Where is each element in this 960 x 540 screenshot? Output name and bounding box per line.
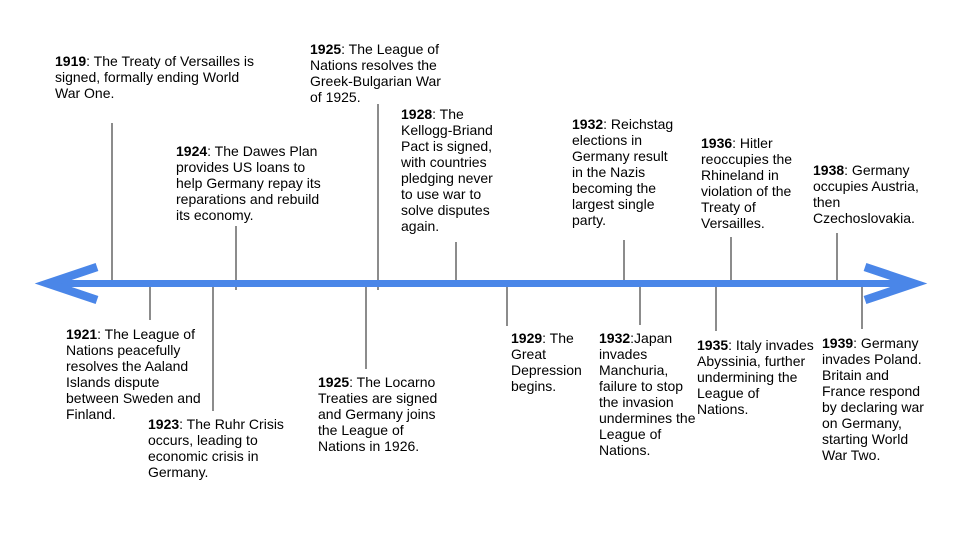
event-text: : The Great Depression begins. bbox=[511, 330, 582, 394]
event-year: 1938 bbox=[813, 162, 845, 178]
event-text: : The Dawes Plan provides US loans to he… bbox=[176, 143, 321, 223]
event-text: : The League of Nations peacefully resol… bbox=[66, 326, 201, 422]
event-1925-greek-bulgarian: 1925: The League of Nations resolves the… bbox=[310, 41, 447, 105]
event-year: 1925 bbox=[318, 374, 350, 390]
event-year: 1925 bbox=[310, 41, 342, 57]
event-year: 1935 bbox=[697, 337, 729, 353]
event-text: : The Treaty of Versailles is signed, fo… bbox=[55, 53, 254, 101]
event-text: : Hitler reoccupies the Rhineland in vio… bbox=[701, 135, 793, 231]
event-1928-kellogg-briand: 1928: The Kellogg-Briand Pact is signed,… bbox=[401, 106, 500, 234]
event-year: 1921 bbox=[66, 326, 98, 342]
event-1925-locarno: 1925: The Locarno Treaties are signed an… bbox=[318, 374, 448, 454]
event-1924-dawes-plan: 1924: The Dawes Plan provides US loans t… bbox=[176, 143, 328, 223]
event-year: 1939 bbox=[822, 335, 854, 351]
event-1921-aaland-islands: 1921: The League of Nations peacefully r… bbox=[66, 326, 208, 422]
event-year: 1932 bbox=[572, 116, 604, 132]
event-year: 1929 bbox=[511, 330, 543, 346]
event-text: :Japan invades Manchuria, failure to sto… bbox=[599, 330, 696, 458]
timeline-right-arrowhead-icon bbox=[863, 262, 928, 305]
event-text: : The Kellogg-Briand Pact is signed, wit… bbox=[401, 106, 493, 234]
event-1929-great-depression: 1929: The Great Depression begins. bbox=[511, 330, 591, 394]
event-year: 1919 bbox=[55, 53, 87, 69]
event-year: 1936 bbox=[701, 135, 733, 151]
event-text: : The League of Nations resolves the Gre… bbox=[310, 41, 441, 105]
event-text: : Italy invades Abyssinia, further under… bbox=[697, 337, 814, 417]
event-text: : The Ruhr Crisis occurs, leading to eco… bbox=[148, 416, 284, 480]
event-1919-versailles: 1919: The Treaty of Versailles is signed… bbox=[55, 53, 262, 101]
event-text: : The Locarno Treaties are signed and Ge… bbox=[318, 374, 438, 454]
event-year: 1932 bbox=[599, 330, 631, 346]
event-1923-ruhr-crisis: 1923: The Ruhr Crisis occurs, leading to… bbox=[148, 416, 288, 480]
event-text: : Reichstag elections in Germany result … bbox=[572, 116, 674, 228]
event-1939-poland: 1939: Germany invades Poland. Britain an… bbox=[822, 335, 929, 463]
event-1938-austria: 1938: Germany occupies Austria, then Cze… bbox=[813, 162, 931, 226]
event-1935-abyssinia: 1935: Italy invades Abyssinia, further u… bbox=[697, 337, 814, 417]
event-year: 1923 bbox=[148, 416, 180, 432]
event-year: 1928 bbox=[401, 106, 433, 122]
timeline-left-arrowhead-icon bbox=[34, 262, 99, 305]
event-1932-reichstag: 1932: Reichstag elections in Germany res… bbox=[572, 116, 677, 228]
event-text: : Germany invades Poland. Britain and Fr… bbox=[822, 335, 924, 463]
event-1936-rhineland: 1936: Hitler reoccupies the Rhineland in… bbox=[701, 135, 804, 231]
event-year: 1924 bbox=[176, 143, 208, 159]
event-1932-manchuria: 1932:Japan invades Manchuria, failure to… bbox=[599, 330, 701, 458]
event-text: : Germany occupies Austria, then Czechos… bbox=[813, 162, 919, 226]
